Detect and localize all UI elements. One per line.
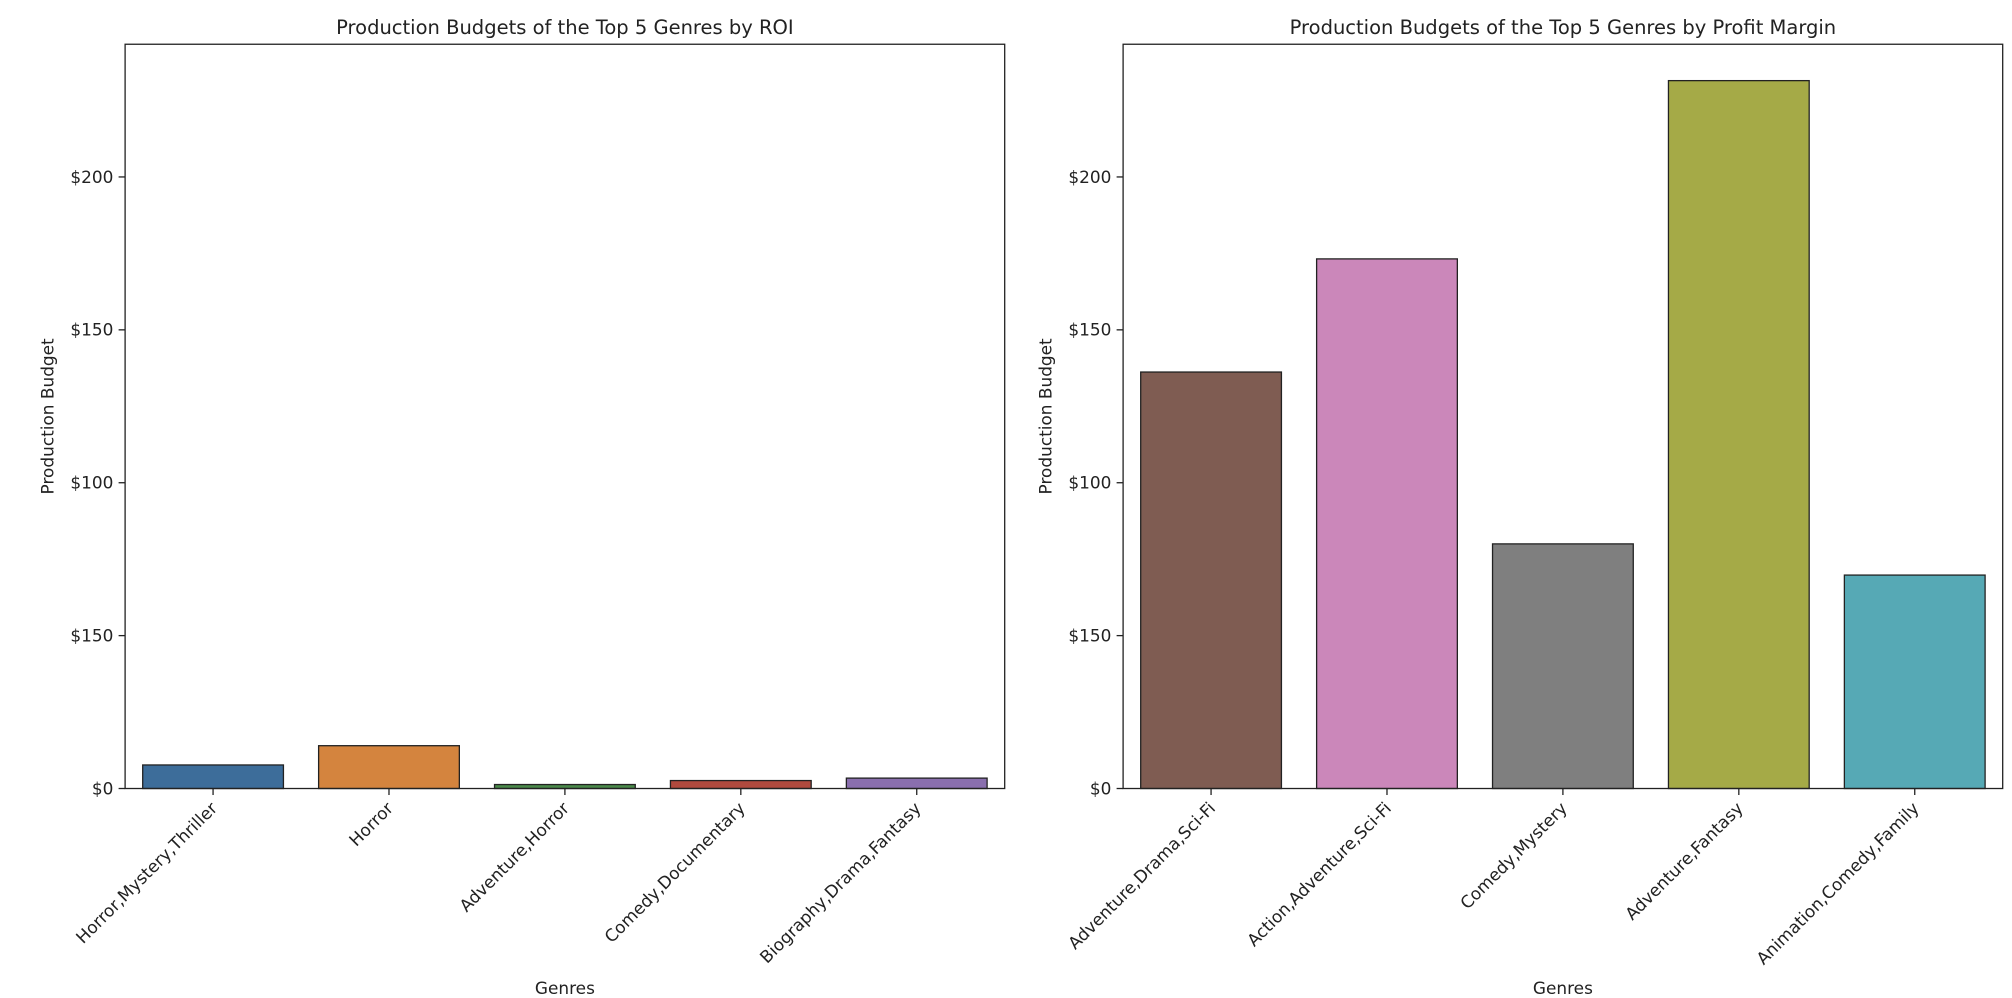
y-tick-label: $150 [70, 625, 113, 645]
bar [1140, 371, 1283, 790]
x-tick-label: Horror [345, 798, 397, 850]
axes-frame [1122, 43, 2004, 790]
x-tick-label: Adventure,Drama,Sci-Fi [1064, 798, 1219, 953]
bar [1667, 79, 1810, 790]
x-tick-label: Comedy,Documentary [600, 798, 749, 947]
x-axis-label: Genres [1533, 978, 1593, 998]
y-tick-label: $150 [70, 320, 113, 340]
x-tick-label: Adventure,Fantasy [1621, 798, 1747, 924]
x-tick-label: Horror,Mystery,Thriller [72, 798, 221, 947]
y-axis-label: Production Budget [38, 338, 58, 494]
y-tick-label: $200 [1068, 167, 1111, 187]
bar [669, 779, 812, 790]
x-tick-label: Comedy,Mystery [1456, 798, 1571, 913]
y-tick-label: $100 [70, 473, 113, 493]
y-tick-label: $0 [92, 778, 114, 798]
y-tick-label: $150 [1068, 625, 1111, 645]
bar [317, 745, 461, 790]
y-tick-label: $150 [1068, 320, 1111, 340]
x-tick-label: Animation,Comedy,Family [1752, 798, 1922, 968]
bar [1843, 574, 1986, 790]
x-tick-label: Adventure,Horror [455, 798, 573, 916]
y-tick-label: $0 [1090, 778, 1112, 798]
y-axis-label: Production Budget [1036, 338, 1056, 494]
bar [845, 777, 988, 790]
bar [1491, 543, 1634, 790]
chart-title: Production Budgets of the Top 5 Genres b… [336, 16, 794, 39]
bar [142, 764, 285, 790]
bar [1315, 258, 1459, 790]
x-tick-label: Action,Adventure,Sci-Fi [1243, 798, 1395, 950]
x-tick-label: Biography,Drama,Fantasy [756, 798, 925, 967]
x-axis-label: Genres [535, 978, 595, 998]
y-tick-label: $200 [70, 167, 113, 187]
chart-title: Production Budgets of the Top 5 Genres b… [1290, 16, 1837, 39]
y-tick-label: $100 [1068, 473, 1111, 493]
axes-frame [124, 43, 1006, 790]
